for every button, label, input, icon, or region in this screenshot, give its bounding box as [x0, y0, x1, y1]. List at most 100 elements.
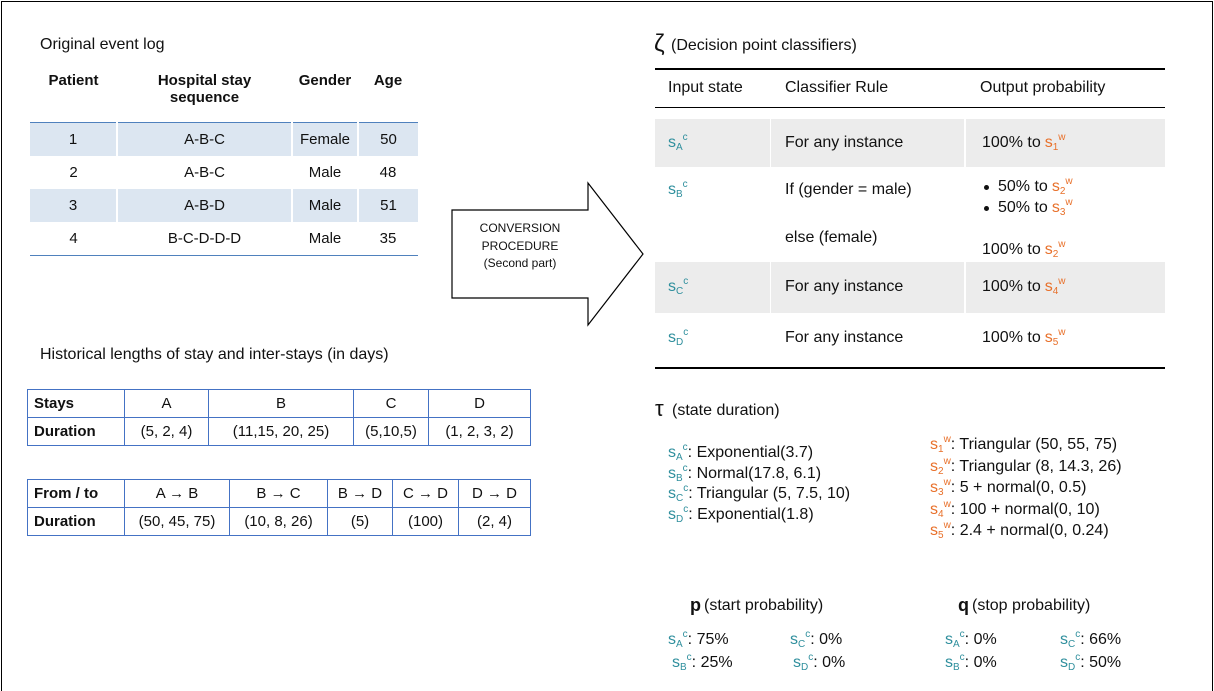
state-base: s [1044, 329, 1053, 346]
duration-item: s1w: Triangular (50, 55, 75) [930, 435, 1117, 455]
state-sup: c [959, 629, 965, 640]
state-sub: A [676, 639, 683, 650]
state-base: s [1044, 278, 1053, 295]
row-shade [966, 262, 1165, 313]
state: sDc [1060, 653, 1080, 673]
duration-item: sBc: 25% [672, 653, 733, 673]
state-base: s [790, 631, 798, 648]
log-cell: 1 [30, 122, 117, 156]
output-text: 50% to [998, 199, 1048, 216]
state: sAc [668, 132, 688, 153]
state-sup: w [1058, 327, 1066, 338]
duration-item: sCc: 66% [1060, 630, 1121, 650]
state-sup: c [959, 652, 965, 663]
p-symbol: p [690, 595, 701, 615]
output-text: 100% to [982, 329, 1041, 346]
history-cell: B [208, 389, 354, 418]
item-text: : 5 + normal(0, 0.5) [950, 479, 1087, 496]
duration-item: sDc: 0% [793, 653, 845, 673]
state: sCc [668, 484, 688, 504]
history-cell: D → D [458, 479, 531, 508]
duration-item: sAc: 75% [668, 630, 729, 650]
arrow-label: (Second part) [483, 256, 557, 270]
state-sup: w [943, 520, 951, 531]
state-sub: D [676, 513, 684, 525]
history-cell: Duration [27, 507, 125, 536]
state-sup: c [683, 503, 689, 515]
state-sub: B [676, 189, 683, 200]
state-sub: D [676, 337, 684, 348]
state-base: s [1051, 178, 1060, 195]
log-row: 2 A-B-C Male 48 [30, 156, 418, 189]
output-text: 50% to [998, 178, 1048, 195]
output: 50% to s3w [998, 198, 1073, 218]
state-sup: c [682, 132, 688, 143]
row-shade [966, 119, 1165, 167]
state-sub: A [676, 142, 683, 153]
column-header: Patient [48, 72, 99, 89]
item-text: : 0% [810, 631, 843, 648]
state-sup: w [943, 434, 951, 445]
log-cell: Female [291, 122, 358, 156]
state-base: s [930, 436, 938, 453]
rule-line [655, 107, 1165, 108]
state-sup: c [682, 179, 688, 190]
state: s1w [930, 434, 951, 455]
log-cell: A-B-C [184, 163, 225, 181]
section-title: Historical lengths of stay and inter-sta… [40, 346, 389, 363]
row-shade [771, 262, 964, 313]
column-header: Classifier Rule [785, 79, 889, 96]
duration-item: s5w: 2.4 + normal(0, 0.24) [930, 521, 1109, 541]
output-text: 100% to [982, 241, 1041, 258]
state-sub: 3 [938, 487, 944, 498]
state-sup: c [682, 442, 688, 453]
log-cell: Male [291, 188, 358, 222]
duration-item: sDc: Exponential(1.8) [668, 503, 814, 525]
history-row: Duration (50, 45, 75) (10, 8, 26) (5) (100)(… [27, 507, 531, 536]
log-row: 3 A-B-D Male 51 [30, 188, 418, 222]
state-sub: 2 [1052, 249, 1059, 260]
log-row: 1 A-B-C Female 50 [30, 122, 418, 156]
classifier-rule: For any instance [785, 329, 904, 346]
state-base: s [668, 631, 676, 648]
state: sCc [668, 277, 688, 297]
state: sAc [668, 442, 688, 463]
state-sup: c [682, 462, 688, 474]
history-cell: (11,15, 20, 25) [208, 417, 354, 446]
state-sup: c [682, 629, 688, 640]
history-cell: Stays [27, 389, 125, 418]
state-base: s [1044, 241, 1053, 258]
state: sDc [668, 327, 689, 348]
row-shade [771, 119, 964, 167]
output-text: 100% to [982, 134, 1041, 151]
state-sup: c [683, 327, 689, 338]
state-base: s [668, 181, 676, 198]
history-cell: (10, 8, 26) [229, 507, 328, 536]
state-base: s [1060, 631, 1068, 648]
item-text: : 50% [1080, 654, 1122, 671]
state-sup: w [1065, 197, 1073, 208]
input-state: sCc [668, 277, 688, 297]
duration-item: sBc: Normal(17.8, 6.1) [668, 462, 821, 484]
state: s2w [1051, 177, 1073, 197]
item-text: : 75% [687, 631, 729, 648]
state-sub: A [953, 639, 960, 650]
state-base: s [668, 464, 676, 482]
state: sDc [793, 653, 813, 673]
state-base: s [930, 522, 938, 539]
history-cell: (1, 2, 3, 2) [428, 417, 531, 446]
state-sup: c [805, 629, 811, 640]
section-title: (start probability) [704, 597, 824, 614]
state-sub: 1 [938, 444, 944, 455]
state-sub: D [801, 662, 809, 673]
state: s5w [1044, 327, 1066, 348]
state-base: s [668, 278, 676, 295]
item-text: : Exponential(1.8) [688, 505, 814, 523]
state-sub: C [676, 493, 684, 504]
state-base: s [930, 500, 938, 518]
output: 100% to s5w [982, 328, 1066, 348]
state-sub: 1 [1052, 142, 1059, 153]
state-sub: B [676, 472, 683, 484]
